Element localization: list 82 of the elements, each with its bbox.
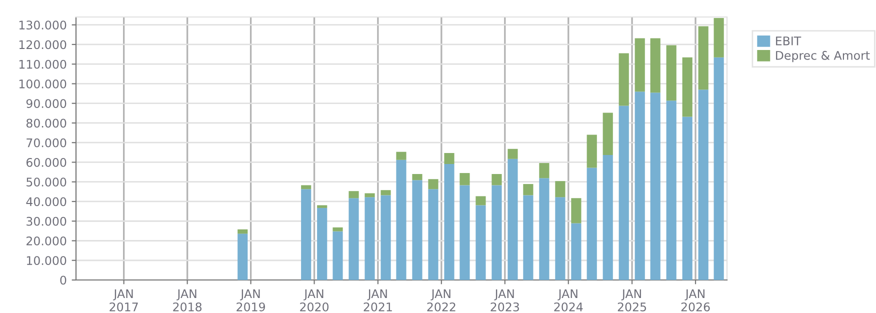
bar [698, 26, 708, 90]
bar [555, 181, 566, 198]
y-tick-label: 100.000 [19, 79, 66, 88]
y-tick-label: 80.000 [26, 118, 66, 128]
bar [396, 160, 406, 280]
x-tick-label: JAN 2021 [364, 289, 392, 312]
bar [380, 195, 391, 280]
bar [460, 185, 470, 280]
bar [698, 90, 708, 280]
y-tick-label: 110.000 [19, 60, 66, 69]
bar [586, 134, 597, 168]
bar [238, 234, 248, 280]
x-tick-label: JAN 2019 [236, 289, 265, 312]
bar [317, 205, 328, 208]
bar [682, 116, 692, 280]
bar [492, 174, 502, 186]
bar [301, 185, 312, 190]
bar [634, 92, 645, 280]
bar [412, 180, 422, 280]
bar [714, 57, 724, 280]
bar [332, 231, 343, 280]
bar [682, 57, 692, 117]
bar [428, 179, 438, 190]
x-tick-label: JAN 2022 [427, 289, 456, 312]
bar [317, 208, 328, 280]
bar [539, 163, 550, 178]
bar [444, 164, 454, 280]
bar [364, 197, 375, 280]
bar [523, 195, 534, 280]
y-tick-label: 10.000 [26, 256, 66, 266]
legend-label: EBIT [776, 36, 802, 46]
bar [508, 148, 518, 159]
bar [364, 193, 375, 198]
bar [618, 53, 629, 106]
bar [332, 227, 343, 232]
x-tick-label: JAN 2020 [300, 289, 329, 312]
bar [523, 184, 534, 196]
y-tick-label: 30.000 [26, 216, 66, 226]
bar [301, 189, 312, 280]
y-tick-label: 90.000 [26, 99, 66, 108]
x-tick-label: JAN 2023 [490, 289, 519, 312]
bar [508, 158, 518, 280]
x-tick-label: JAN 2017 [110, 289, 138, 312]
y-tick-label: 40.000 [26, 197, 66, 206]
y-tick-label: 50.000 [26, 178, 66, 187]
y-tick-label: 0 [60, 276, 66, 285]
bar [476, 196, 486, 206]
bar [618, 106, 629, 280]
bar [460, 173, 470, 186]
bar [348, 191, 359, 198]
bar [444, 153, 454, 164]
y-tick-label: 130.000 [19, 20, 66, 30]
bar [476, 205, 486, 280]
bar [428, 189, 438, 280]
bar [238, 229, 248, 234]
bar [650, 92, 660, 280]
bar [586, 168, 597, 280]
x-tick-label: JAN 2025 [618, 289, 646, 312]
bar [666, 100, 676, 280]
y-tick-label: 120.000 [19, 40, 66, 50]
bar [539, 178, 550, 280]
bar [714, 18, 724, 58]
bar [571, 198, 582, 224]
y-tick-label: 70.000 [26, 138, 66, 148]
bar [602, 154, 613, 280]
legend-label: Deprec & Amort [776, 50, 870, 62]
y-tick-label: 20.000 [26, 236, 66, 246]
x-tick-label: JAN 2018 [173, 289, 202, 312]
x-tick-label: JAN 2026 [681, 289, 710, 312]
bar [492, 185, 502, 280]
bar [650, 38, 660, 93]
bar [348, 198, 359, 280]
bar [634, 38, 645, 92]
bar [380, 190, 391, 196]
bar [666, 45, 676, 101]
bar [555, 197, 566, 280]
bar [412, 174, 422, 180]
bar [602, 112, 613, 155]
x-tick-label: JAN 2024 [554, 289, 583, 312]
bar [396, 152, 406, 160]
y-tick-label: 60.000 [26, 158, 66, 167]
bar [571, 223, 582, 280]
